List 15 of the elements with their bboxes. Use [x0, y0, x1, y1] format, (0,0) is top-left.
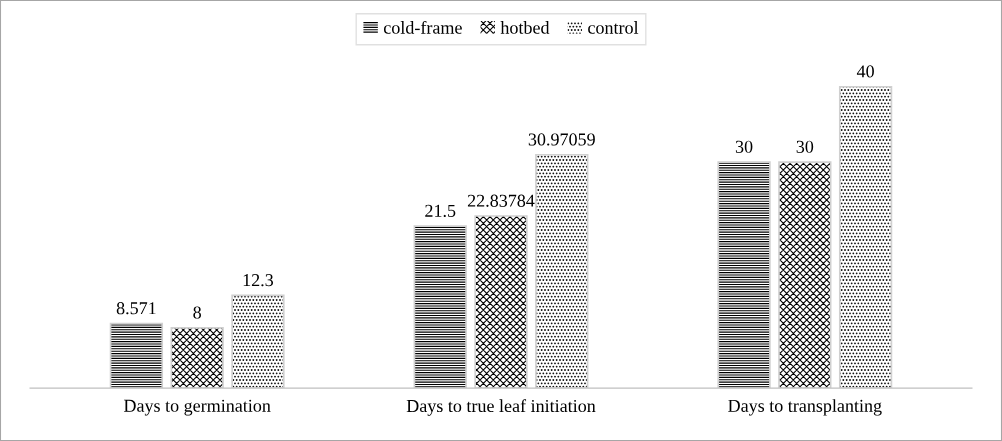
data-label: 21.5: [425, 204, 456, 217]
legend-label: control: [588, 21, 639, 34]
x-tick-label: Days to transplanting: [728, 399, 882, 416]
legend-label: cold-frame: [383, 20, 462, 34]
data-label: 40: [856, 65, 874, 78]
data-label: 30: [735, 140, 753, 153]
data-label: 8: [193, 306, 201, 319]
data-label: 30.97059: [528, 133, 595, 146]
x-tick-label: Days to true leaf initiation: [406, 399, 596, 416]
data-label: 12.3: [243, 274, 274, 287]
data-label: 8.571: [116, 302, 156, 315]
data-label: 22.83784: [467, 194, 535, 207]
data-label: 30: [796, 140, 814, 153]
x-tick-label: Days to germination: [123, 399, 271, 416]
legend-label: hotbed: [500, 21, 550, 34]
